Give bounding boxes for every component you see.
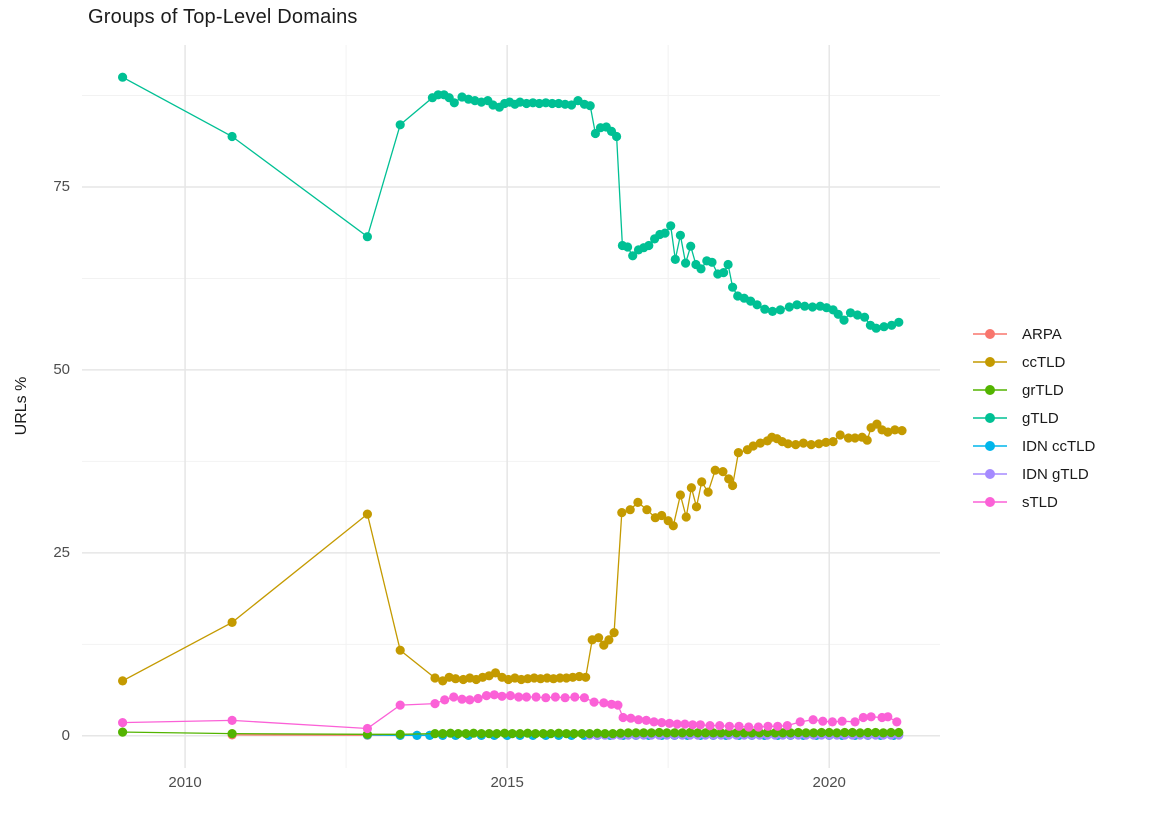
legend-label: sTLD bbox=[1022, 493, 1058, 511]
chart-title: Groups of Top-Level Domains bbox=[88, 6, 358, 28]
legend-label: gTLD bbox=[1022, 409, 1059, 427]
legend-label: grTLD bbox=[1022, 381, 1064, 399]
series-cctld bbox=[118, 419, 907, 686]
legend-label: ccTLD bbox=[1022, 353, 1066, 371]
legend-item-gtld: gTLD bbox=[972, 404, 1095, 432]
grid-major bbox=[82, 45, 940, 768]
y-tick-label: 25 bbox=[53, 543, 70, 561]
legend-marker bbox=[973, 469, 1007, 479]
legend-label: ARPA bbox=[1022, 325, 1062, 343]
legend-marker bbox=[973, 441, 1007, 451]
legend-marker bbox=[973, 357, 1007, 367]
y-axis-label: URLs % bbox=[13, 376, 30, 436]
y-tick-label: 50 bbox=[53, 360, 70, 378]
grid-minor bbox=[82, 45, 940, 768]
plot-panel bbox=[82, 45, 940, 768]
legend-item-cctld: ccTLD bbox=[972, 348, 1095, 376]
y-tick-label: 75 bbox=[53, 177, 70, 195]
x-tick-label: 2020 bbox=[812, 774, 846, 791]
legend-item-stld: sTLD bbox=[972, 488, 1095, 516]
legend-item-arpa: ARPA bbox=[972, 320, 1095, 348]
plot-area-svg bbox=[82, 45, 940, 768]
legend-item-idn-cctld: IDN ccTLD bbox=[972, 432, 1095, 460]
series-gtld bbox=[118, 72, 904, 333]
legend-marker bbox=[973, 385, 1007, 395]
legend-label: IDN ccTLD bbox=[1022, 437, 1096, 455]
legend-marker bbox=[973, 497, 1007, 507]
x-tick-label: 2015 bbox=[490, 774, 524, 791]
x-tick-label: 2010 bbox=[168, 774, 202, 791]
legend: ARPA ccTLD grTLD gTLD IDN ccTLD IDN gTLD sTLD bbox=[972, 320, 1095, 516]
legend-label: IDN gTLD bbox=[1022, 465, 1089, 483]
y-tick-label: 0 bbox=[61, 726, 70, 744]
legend-item-grtld: grTLD bbox=[972, 376, 1095, 404]
series-stld bbox=[118, 690, 902, 734]
legend-marker bbox=[973, 413, 1007, 423]
legend-item-idn-gtld: IDN gTLD bbox=[972, 460, 1095, 488]
legend-marker bbox=[973, 329, 1007, 339]
